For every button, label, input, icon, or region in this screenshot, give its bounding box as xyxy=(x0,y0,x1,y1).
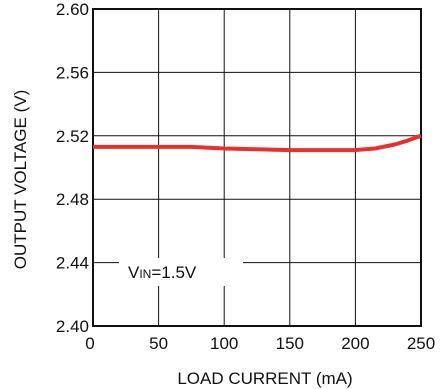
annotation-main: V xyxy=(128,263,140,282)
x-tick-label: 250 xyxy=(407,334,435,353)
x-axis-label: LOAD CURRENT (mA) xyxy=(177,369,352,388)
x-tick-labels: 0 50 100 150 200 250 xyxy=(85,334,435,353)
y-tick-label: 2.56 xyxy=(56,63,89,82)
annotation-rest: =1.5V xyxy=(151,263,197,282)
series-layer xyxy=(93,133,422,153)
x-tick-label: 200 xyxy=(341,334,369,353)
y-tick-label: 2.40 xyxy=(56,317,89,336)
y-axis-label: OUTPUT VOLTAGE (V) xyxy=(11,90,30,269)
y-tick-label: 2.48 xyxy=(56,190,89,209)
plot-frame xyxy=(92,8,422,327)
series-line xyxy=(93,133,422,153)
annotation-sub: IN xyxy=(139,267,151,281)
y-tick-label: 2.60 xyxy=(56,0,89,19)
x-tick-label: 150 xyxy=(276,334,304,353)
x-tick-label: 50 xyxy=(149,334,168,353)
annotation-box: VIN=1.5V xyxy=(119,258,243,286)
x-tick-label: 0 xyxy=(85,334,94,353)
annotation-text: VIN=1.5V xyxy=(128,263,197,282)
x-tick-label: 100 xyxy=(210,334,238,353)
y-tick-labels: 2.40 2.44 2.48 2.52 2.56 2.60 xyxy=(56,0,89,336)
y-tick-label: 2.44 xyxy=(56,254,89,273)
y-tick-label: 2.52 xyxy=(56,127,89,146)
